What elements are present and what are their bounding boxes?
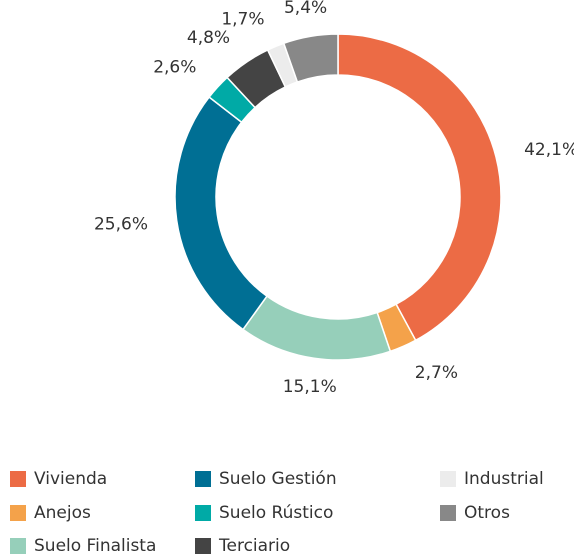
legend-label: Suelo Finalista [34,536,156,556]
legend-swatch [440,471,456,487]
donut-segment [174,96,268,331]
data-label: 25,6% [94,215,148,235]
legend-label: Anejos [34,503,91,523]
legend-label: Suelo Rústico [219,503,333,523]
donut-segment [337,33,502,342]
legend-swatch [10,471,26,487]
legend-label: Terciario [218,536,290,556]
legend-label: Vivienda [34,469,107,489]
legend-label: Otros [464,503,510,523]
donut-segment [241,295,392,361]
legend-label: Industrial [464,469,544,489]
legend-swatch [10,505,26,521]
legend-swatch [195,471,211,487]
data-label: 5,4% [284,0,327,18]
data-label: 42,1% [524,140,574,160]
legend-swatch [195,505,211,521]
donut-segment [282,33,339,83]
data-label: 4,8% [187,28,230,48]
data-label: 15,1% [283,377,337,397]
legend-swatch [440,505,456,521]
data-label: 1,7% [221,10,264,30]
data-label: 2,7% [415,363,458,383]
legend-swatch [10,538,26,554]
legend-swatch [195,538,211,554]
legend-label: Suelo Gestión [219,469,337,489]
data-label: 2,6% [153,57,196,77]
